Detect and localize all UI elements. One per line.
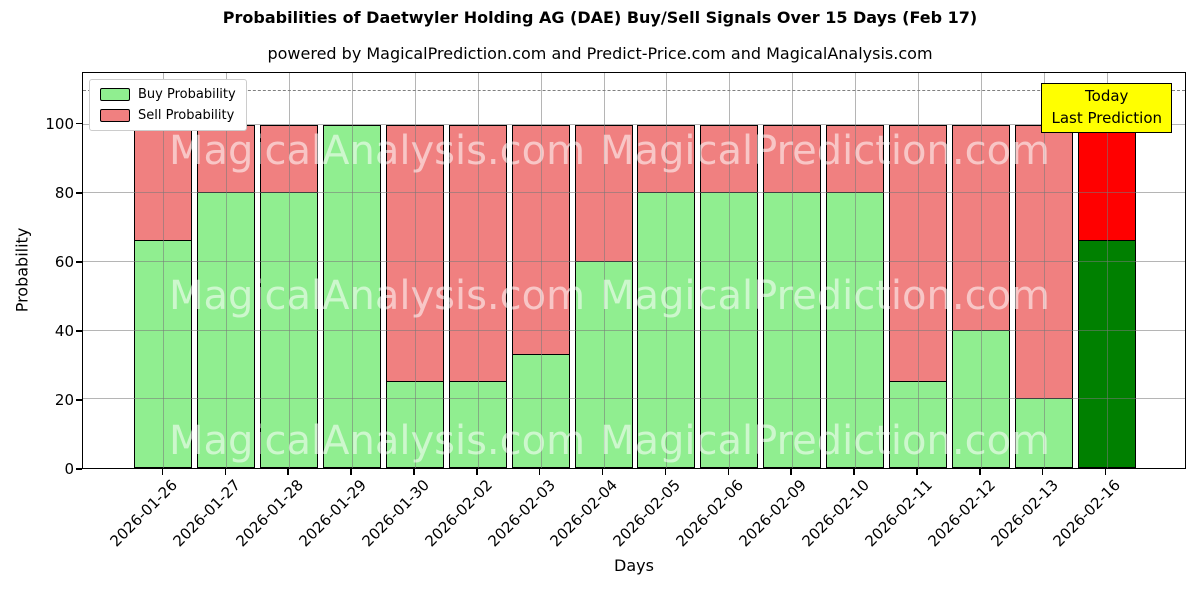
grid-layer (83, 73, 1185, 468)
y-tick-mark (76, 192, 82, 194)
chart-title: Probabilities of Daetwyler Holding AG (D… (222, 8, 978, 27)
x-tick-label: 2026-02-05 (609, 476, 685, 551)
watermark-text: MagicalAnalysis.com (168, 418, 586, 464)
y-tick-mark (76, 468, 82, 470)
y-tick-label: 20 (54, 390, 74, 409)
today-annotation-line2: Last Prediction (1051, 108, 1162, 127)
x-gridline (855, 73, 857, 468)
x-tick-mark (350, 469, 352, 475)
legend-label-buy: Buy Probability (138, 87, 236, 102)
x-gridline (666, 73, 668, 468)
x-tick-label: 2026-02-09 (735, 476, 810, 551)
x-gridline (289, 73, 291, 468)
x-gridline (603, 73, 605, 468)
y-tick-mark (76, 330, 82, 332)
x-gridline (729, 73, 731, 468)
x-tick-mark (727, 469, 729, 475)
x-tick-mark (979, 469, 981, 475)
x-tick-mark (1104, 469, 1107, 475)
x-gridline (917, 73, 919, 468)
x-tick-mark (161, 469, 164, 475)
x-tick-mark (790, 469, 792, 475)
x-tick-mark (916, 469, 918, 475)
y-tick-mark (76, 123, 82, 125)
x-tick-mark (1041, 469, 1044, 475)
y-tick-mark (76, 261, 82, 263)
x-tick-mark (224, 469, 226, 475)
x-tick-label: 2026-01-27 (169, 476, 245, 551)
y-gridline (83, 260, 1185, 262)
x-tick-mark (538, 469, 541, 475)
legend-label-sell: Sell Probability (138, 108, 235, 123)
y-tick-label: 0 (64, 460, 74, 478)
sell-swatch (100, 109, 130, 122)
watermark-text: MagicalAnalysis.com (168, 128, 586, 174)
y-tick-label: 40 (54, 321, 74, 340)
x-gridline (163, 73, 165, 468)
x-tick-mark (287, 469, 289, 475)
today-annotation: Today Last Prediction (1041, 83, 1172, 133)
x-tick-mark (853, 469, 855, 475)
x-tick-label: 2026-01-26 (106, 476, 182, 551)
chart-subtitle: powered by MagicalPrediction.com and Pre… (267, 44, 933, 63)
y-gridline (83, 329, 1185, 331)
x-gridline (226, 73, 228, 468)
y-gridline (83, 123, 1185, 125)
x-gridline (792, 73, 794, 468)
x-gridline (477, 73, 479, 468)
x-gridline (540, 73, 542, 468)
today-annotation-line1: Today (1085, 87, 1129, 105)
x-tick-label: 2026-01-29 (295, 476, 370, 551)
x-tick-label: 2026-02-11 (861, 476, 936, 551)
x-tick-mark (476, 469, 478, 475)
x-gridline (980, 73, 982, 468)
legend: Buy Probability Sell Probability (89, 79, 247, 131)
x-gridline (1106, 73, 1108, 468)
y-gridline (83, 192, 1185, 194)
x-gridline (414, 73, 416, 468)
y-tick-label: 100 (45, 114, 74, 133)
y-tick-label: 80 (54, 183, 74, 202)
x-tick-label: 2026-02-10 (798, 476, 873, 551)
y-gridline (83, 398, 1185, 400)
x-tick-mark (413, 469, 415, 475)
x-gridline (1043, 73, 1045, 468)
watermark-text: MagicalPrediction.com (600, 273, 1050, 319)
x-tick-label: 2026-02-06 (672, 476, 748, 551)
x-tick-label: 2026-01-30 (358, 476, 433, 551)
x-gridline (352, 73, 354, 468)
watermark-text: MagicalPrediction.com (600, 418, 1050, 464)
legend-item-buy: Buy Probability (100, 87, 236, 102)
x-axis-label: Days (614, 556, 654, 575)
y-tick-mark (76, 399, 82, 401)
buy-swatch (100, 88, 130, 101)
watermark-text: MagicalPrediction.com (600, 128, 1050, 174)
x-tick-label: 2026-01-28 (232, 476, 307, 551)
y-tick-label: 60 (54, 252, 74, 271)
watermark-layer: MagicalAnalysis.com MagicalPrediction.com… (83, 73, 1185, 468)
threshold-dashed-line (83, 90, 1185, 92)
legend-item-sell: Sell Probability (100, 108, 236, 123)
x-tick-mark (601, 469, 604, 475)
plot-area: MagicalAnalysis.com MagicalPrediction.com… (82, 72, 1186, 469)
watermark-text: MagicalAnalysis.com (168, 273, 586, 319)
x-tick-mark (664, 469, 667, 475)
